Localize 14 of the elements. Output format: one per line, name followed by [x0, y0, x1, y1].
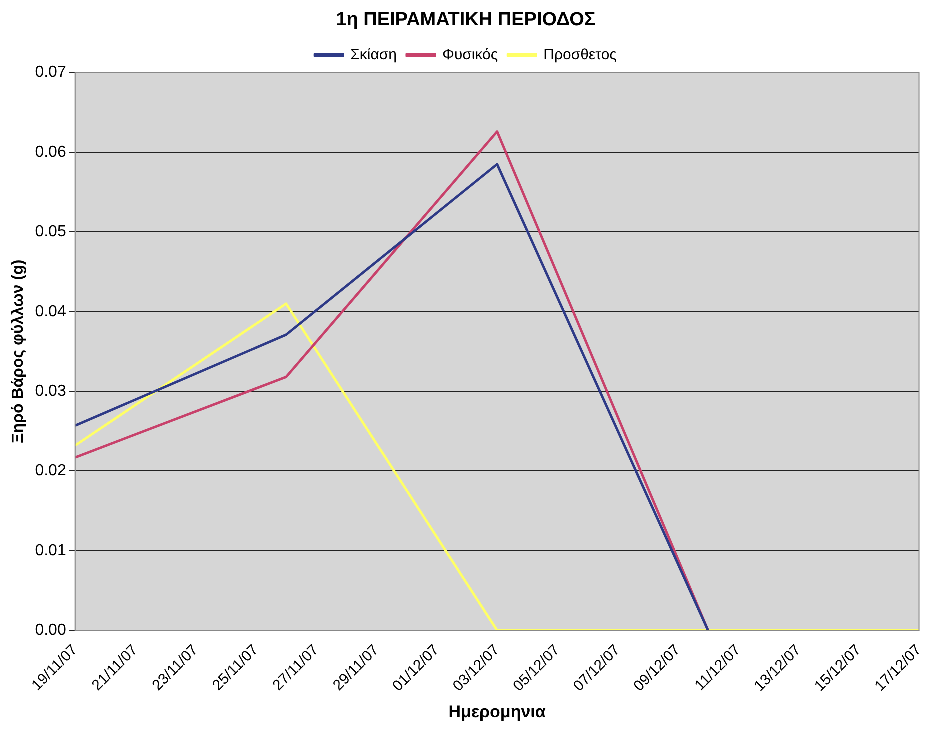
y-tick-label: 0.02	[35, 462, 66, 480]
y-tick-label: 0.03	[35, 382, 66, 400]
y-tick-label: 0.06	[35, 144, 66, 161]
y-tick-label: 0.07	[35, 64, 66, 82]
y-axis-title: Ξηρό Βάρος φύλλων (g)	[10, 260, 28, 444]
legend-label: Σκίαση	[350, 46, 397, 64]
y-tick-label: 0.05	[35, 224, 66, 241]
y-tick-label: 0.01	[35, 542, 66, 560]
legend-label: Φυσικός	[442, 46, 498, 64]
y-tick-label: 0.04	[35, 303, 66, 320]
y-tick-label: 0.00	[35, 622, 66, 639]
x-axis-title: Ημερομηνια	[448, 702, 546, 722]
chart-title: 1η ΠΕΙΡΑΜΑΤΙΚΗ ΠΕΡΙΟΔΟΣ	[336, 10, 596, 31]
legend-label: Προσθετος	[544, 46, 617, 64]
